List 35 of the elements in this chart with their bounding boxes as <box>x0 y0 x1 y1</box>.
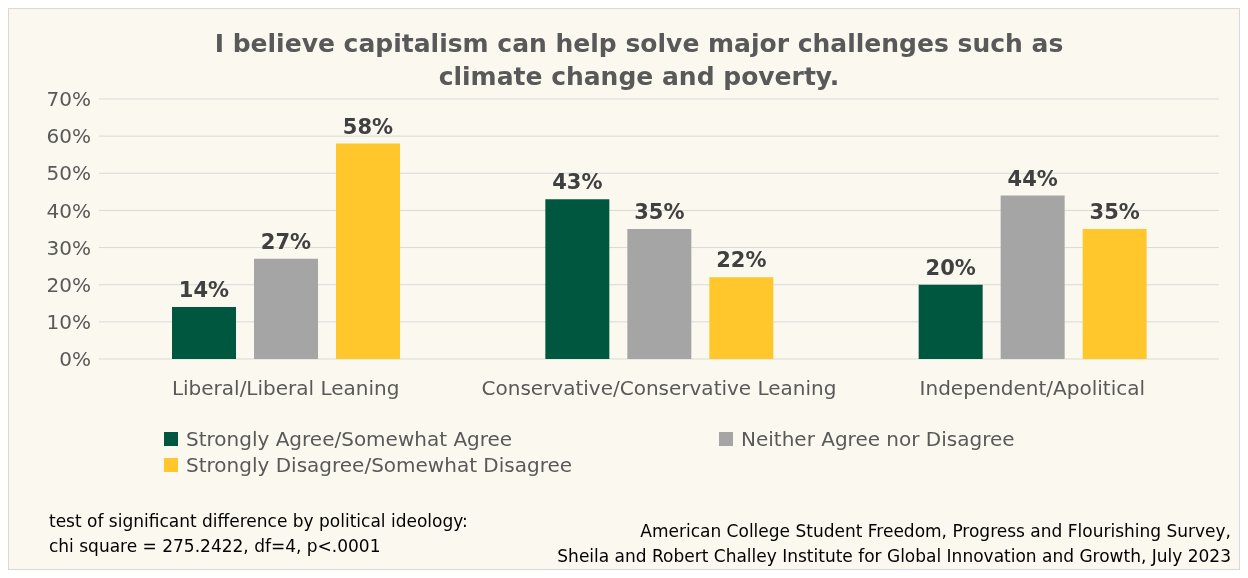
legend-label: Neither Agree nor Disagree <box>741 427 1015 451</box>
text: 58% <box>342 114 394 139</box>
bar <box>336 143 400 359</box>
text: 20% <box>925 255 976 280</box>
y-tick-label: 50% <box>46 161 91 186</box>
text: 27% <box>260 229 312 254</box>
x-tick-label: Independent/Apolitical <box>919 376 1146 401</box>
y-tick-label: 70% <box>46 87 91 112</box>
text: 35% <box>634 200 685 224</box>
bar <box>918 284 983 359</box>
bar <box>1082 229 1147 359</box>
text: test of significant difference by political ideology: chi square = 275.2422, df=4, p<.0001 <box>49 510 468 558</box>
text: 14% <box>178 278 230 302</box>
bar <box>627 229 692 359</box>
text: 35% <box>1089 200 1140 224</box>
y-tick-label: 0% <box>59 347 91 372</box>
bar <box>172 307 236 359</box>
x-tick-label: Liberal/Liberal Leaning <box>171 376 400 401</box>
bar <box>1000 195 1065 359</box>
y-tick-label: 40% <box>46 198 91 223</box>
y-tick-label: 10% <box>46 309 91 334</box>
x-tick-label: Conservative/Conservative Leaning <box>481 376 837 401</box>
text: American College Student Freedom, Progress and Flourishing Survey, Sheila and Robert Challey Institute for Global Innovation and Growth, July 2023 <box>557 520 1231 568</box>
legend-label: Strongly Agree/Somewhat Agree <box>186 427 513 451</box>
text: 22% <box>716 248 767 273</box>
y-tick-label: 30% <box>46 235 91 260</box>
y-tick-label: 60% <box>46 124 91 149</box>
bar <box>254 258 318 359</box>
bar <box>709 277 774 359</box>
chart-title: I believe capitalism can help solve major challenges such as climate change and poverty. <box>213 28 1065 93</box>
text: 44% <box>1007 166 1058 191</box>
text: 43% <box>552 170 603 195</box>
legend-label: Strongly Disagree/Somewhat Disagree <box>186 453 573 477</box>
bar <box>545 199 610 359</box>
y-tick-label: 20% <box>46 272 91 297</box>
